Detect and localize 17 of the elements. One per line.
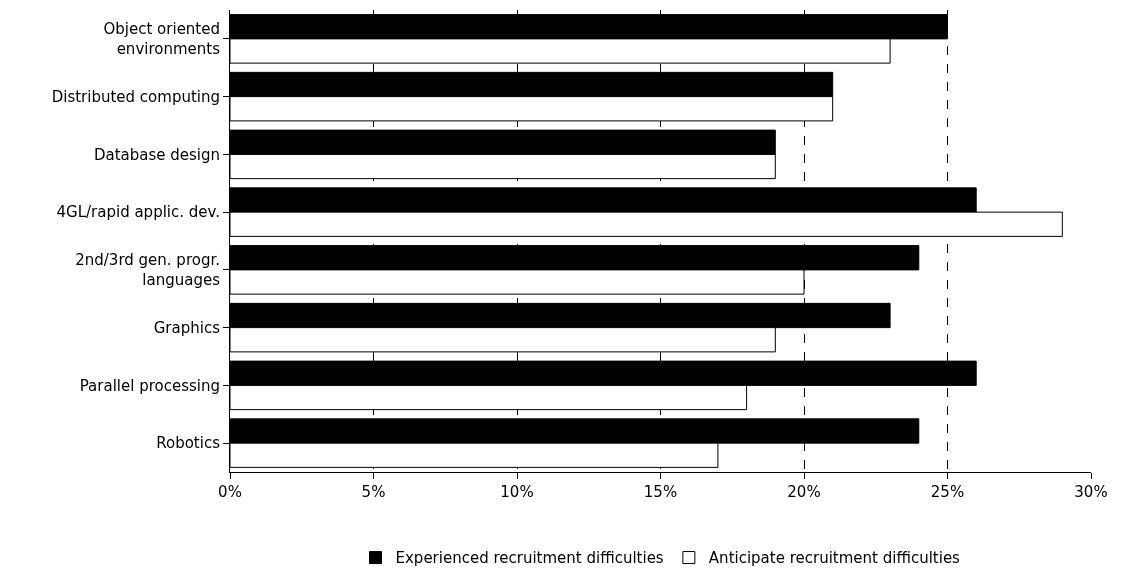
x-tick-label: 0% <box>218 483 242 501</box>
y-tick-label: 2nd/3rd gen. progr. languages <box>75 251 221 289</box>
x-tick-label: 20% <box>787 483 821 501</box>
x-tick-label: 5% <box>361 483 386 501</box>
y-tick-label: Graphics <box>153 318 221 337</box>
y-tick-label: Robotics <box>156 434 221 453</box>
y-tick-label: Parallel processing <box>79 376 220 395</box>
y-tick-label: Database design <box>93 145 220 164</box>
x-tick-label: 25% <box>930 483 965 501</box>
x-tick-label: 30% <box>1074 483 1108 501</box>
x-tick-label: 10% <box>500 483 534 501</box>
legend-label: Experienced recruitment difficulties <box>395 549 664 568</box>
y-tick-label: Object oriented environments <box>103 20 221 58</box>
y-tick-label: Distributed computing <box>51 87 220 106</box>
x-tick-label: 15% <box>643 483 678 501</box>
legend-label: Anticipate recruitment difficulties <box>708 549 961 568</box>
y-tick-label: 4GL/rapid applic. dev. <box>56 203 220 222</box>
